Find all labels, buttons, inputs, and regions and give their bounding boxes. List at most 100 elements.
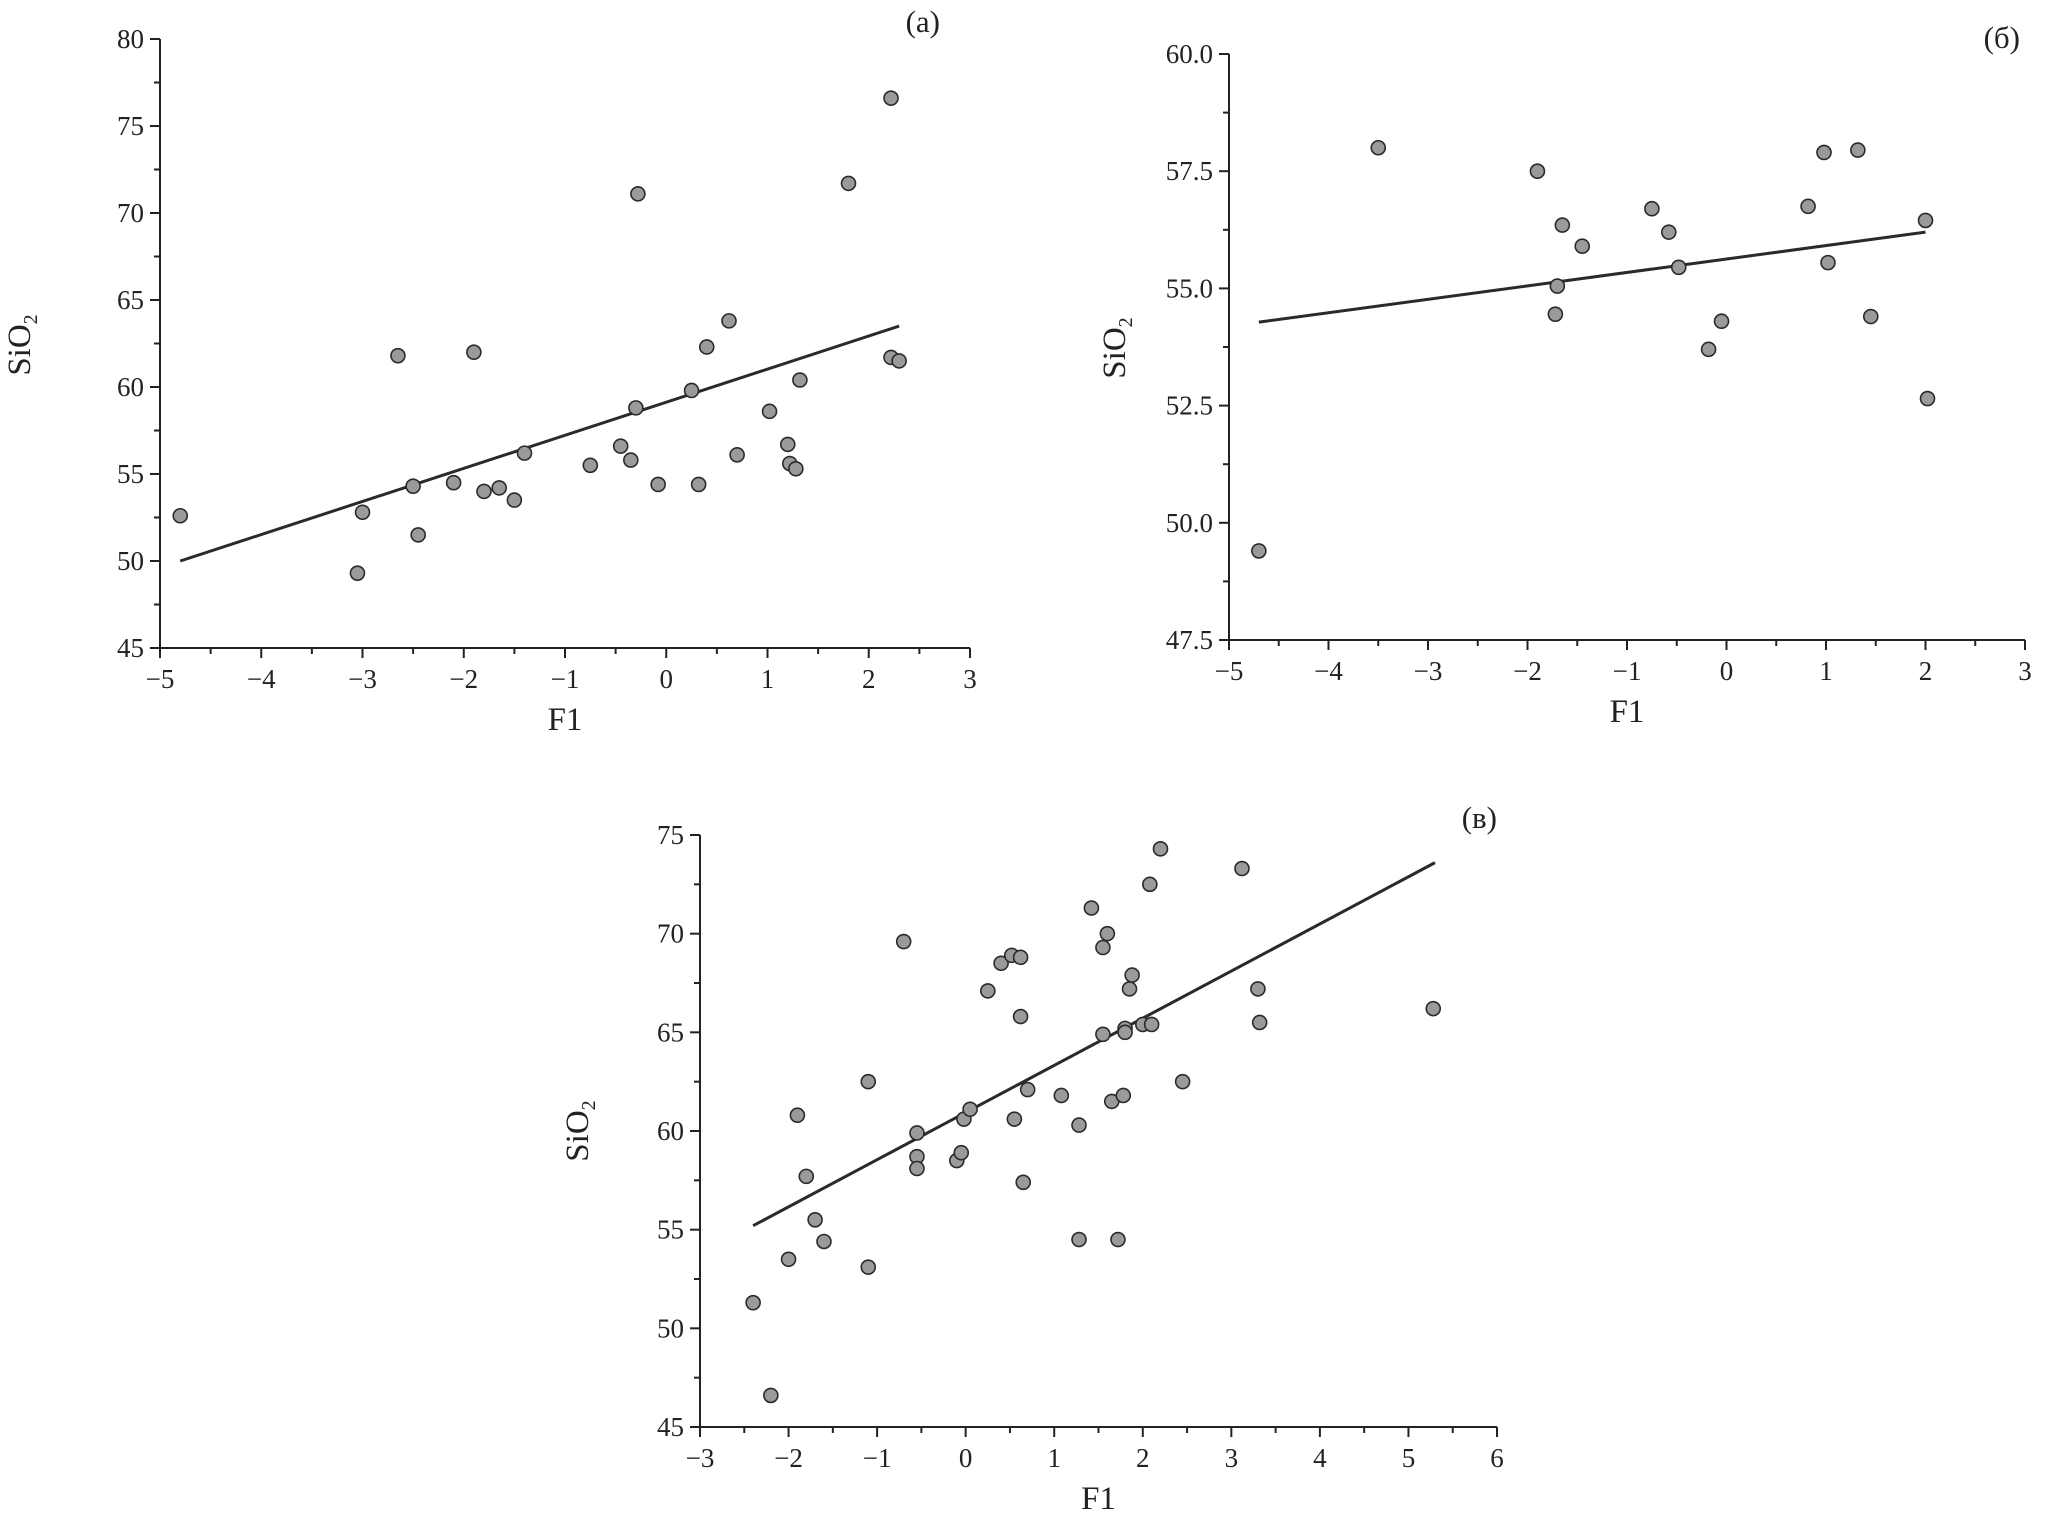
scatter-point-a	[405, 478, 421, 494]
scatter-point-a	[506, 492, 523, 508]
x-tick-label-b: 3	[2018, 656, 2032, 686]
scatter-point-c	[1095, 1026, 1111, 1043]
scatter-point-a	[628, 400, 644, 416]
scatter-point-a	[650, 476, 666, 493]
scatter-point-a	[354, 504, 371, 521]
y-axis-title-subscript-c: 2	[578, 1100, 600, 1110]
scatter-point-c	[1071, 1231, 1087, 1248]
y-tick-label-b: 57.5	[1166, 156, 1213, 186]
scatter-point-c	[1110, 1231, 1126, 1248]
y-axis-title-subscript-a: 2	[20, 314, 42, 324]
scatter-point-a	[491, 480, 507, 496]
x-tick-label-c: 1	[1047, 1443, 1061, 1473]
scatter-point-c	[789, 1107, 806, 1124]
x-tick-label-a: 0	[660, 664, 674, 694]
scatter-point-a	[516, 445, 533, 461]
scatter-point-c	[1425, 1000, 1442, 1017]
panel-label-c: (в)	[1462, 800, 1497, 835]
regression-line-c	[752, 861, 1436, 1228]
scatter-point-a	[683, 382, 700, 399]
y-tick-label-a: 55	[117, 459, 144, 489]
scatter-point-a	[721, 313, 737, 329]
scatter-point-c	[993, 955, 1009, 972]
scatter-point-c	[1251, 1014, 1268, 1031]
x-axis-title-b: F1	[1610, 694, 1645, 730]
scatter-point-b	[1917, 212, 1934, 229]
scatter-point-c	[953, 1144, 970, 1161]
panel-a: 45 50 55 60 65 70 75 80 −5 −4 −3 −2 −1 0 1 2 3 F1 SiO2 (а)	[2, 4, 977, 738]
scatter-point-c	[909, 1160, 925, 1177]
scatter-point-a	[623, 452, 639, 468]
scatter-point-c	[763, 1387, 779, 1404]
scatter-point-c	[1142, 876, 1158, 893]
y-tick-label-b: 60.0	[1166, 39, 1213, 69]
x-tick-label-a: −1	[551, 664, 580, 694]
y-tick-label-b: 55.0	[1166, 273, 1213, 303]
scatter-point-a	[172, 507, 189, 524]
y-tick-label-a: 75	[117, 111, 144, 141]
panel-b: 47.5 50.0 52.5 55.0 57.5 60.0 −5 −4 −3 −2 −1 0 1 2 3 F1…	[1097, 20, 2032, 730]
scatter-point-c	[1053, 1087, 1070, 1104]
regression-line-b	[1258, 230, 1926, 324]
y-tick-label-a: 80	[117, 24, 144, 54]
x-tick-label-b: −3	[1414, 656, 1443, 686]
y-axis-title-subscript-b: 2	[1115, 317, 1137, 327]
y-tick-label-a: 70	[117, 198, 144, 228]
scatter-point-c	[1015, 1174, 1032, 1191]
y-axis-title-c: SiO2	[560, 1100, 600, 1161]
y-tick-label-c: 45	[657, 1412, 684, 1442]
y-tick-label-b: 52.5	[1166, 391, 1213, 421]
y-tick-label-c: 65	[657, 1017, 684, 1047]
panel-label-b: (б)	[1984, 20, 2020, 55]
x-tick-label-b: −2	[1513, 656, 1542, 686]
x-tick-label-c: −1	[863, 1443, 892, 1473]
scatter-point-c	[1152, 841, 1169, 857]
panel-label-a: (а)	[906, 4, 940, 39]
scatter-point-b	[1574, 238, 1591, 255]
scatter-point-a	[729, 447, 745, 463]
scatter-point-b	[1713, 313, 1730, 330]
x-tick-label-c: −3	[686, 1443, 715, 1473]
scatter-point-a	[698, 339, 715, 355]
scatter-point-a	[612, 438, 629, 454]
scatter-point-c	[1124, 967, 1140, 983]
x-axis-title-c: F1	[1081, 1481, 1116, 1517]
x-tick-label-b: −5	[1215, 656, 1244, 686]
scatter-point-a	[410, 527, 426, 543]
y-axis-title-b: SiO2	[1097, 317, 1137, 378]
scatter-point-c	[1099, 925, 1116, 942]
y-axis-title-a: SiO2	[2, 314, 42, 375]
y-tick-label-a: 50	[117, 546, 144, 576]
y-tick-label-a: 45	[117, 633, 144, 663]
y-tick-label-c: 50	[657, 1313, 684, 1343]
scatter-point-b	[1700, 341, 1717, 358]
x-tick-label-c: 5	[1402, 1443, 1416, 1473]
scatter-point-a	[779, 436, 796, 453]
x-tick-label-b: 1	[1819, 656, 1833, 686]
scatter-point-c	[1115, 1087, 1132, 1104]
scatter-point-c	[895, 933, 912, 950]
scatter-point-c	[1174, 1073, 1191, 1090]
scatter-point-b	[1850, 142, 1866, 158]
scatter-point-c	[1117, 1024, 1133, 1041]
x-tick-label-a: 3	[963, 664, 977, 694]
scatter-point-c	[1234, 860, 1250, 877]
scatter-point-a	[476, 483, 492, 500]
x-tick-label-b: 0	[1720, 656, 1734, 686]
y-tick-label-a: 65	[117, 285, 144, 315]
scatter-point-a	[883, 90, 899, 106]
x-tick-label-b: −4	[1314, 656, 1343, 686]
scatter-point-a	[788, 460, 804, 477]
scatter-point-a	[840, 175, 857, 192]
scatter-point-c	[1250, 981, 1266, 997]
y-tick-label-c: 55	[657, 1215, 684, 1245]
y-tick-label-c: 70	[657, 919, 684, 949]
scatter-point-a	[445, 474, 462, 491]
x-tick-label-b: −1	[1613, 656, 1642, 686]
scatter-point-c	[1012, 949, 1029, 966]
scatter-point-b	[1554, 217, 1571, 233]
scatter-point-c	[1095, 939, 1111, 956]
scatter-point-c	[1071, 1117, 1087, 1133]
scatter-point-b	[1816, 144, 1832, 161]
